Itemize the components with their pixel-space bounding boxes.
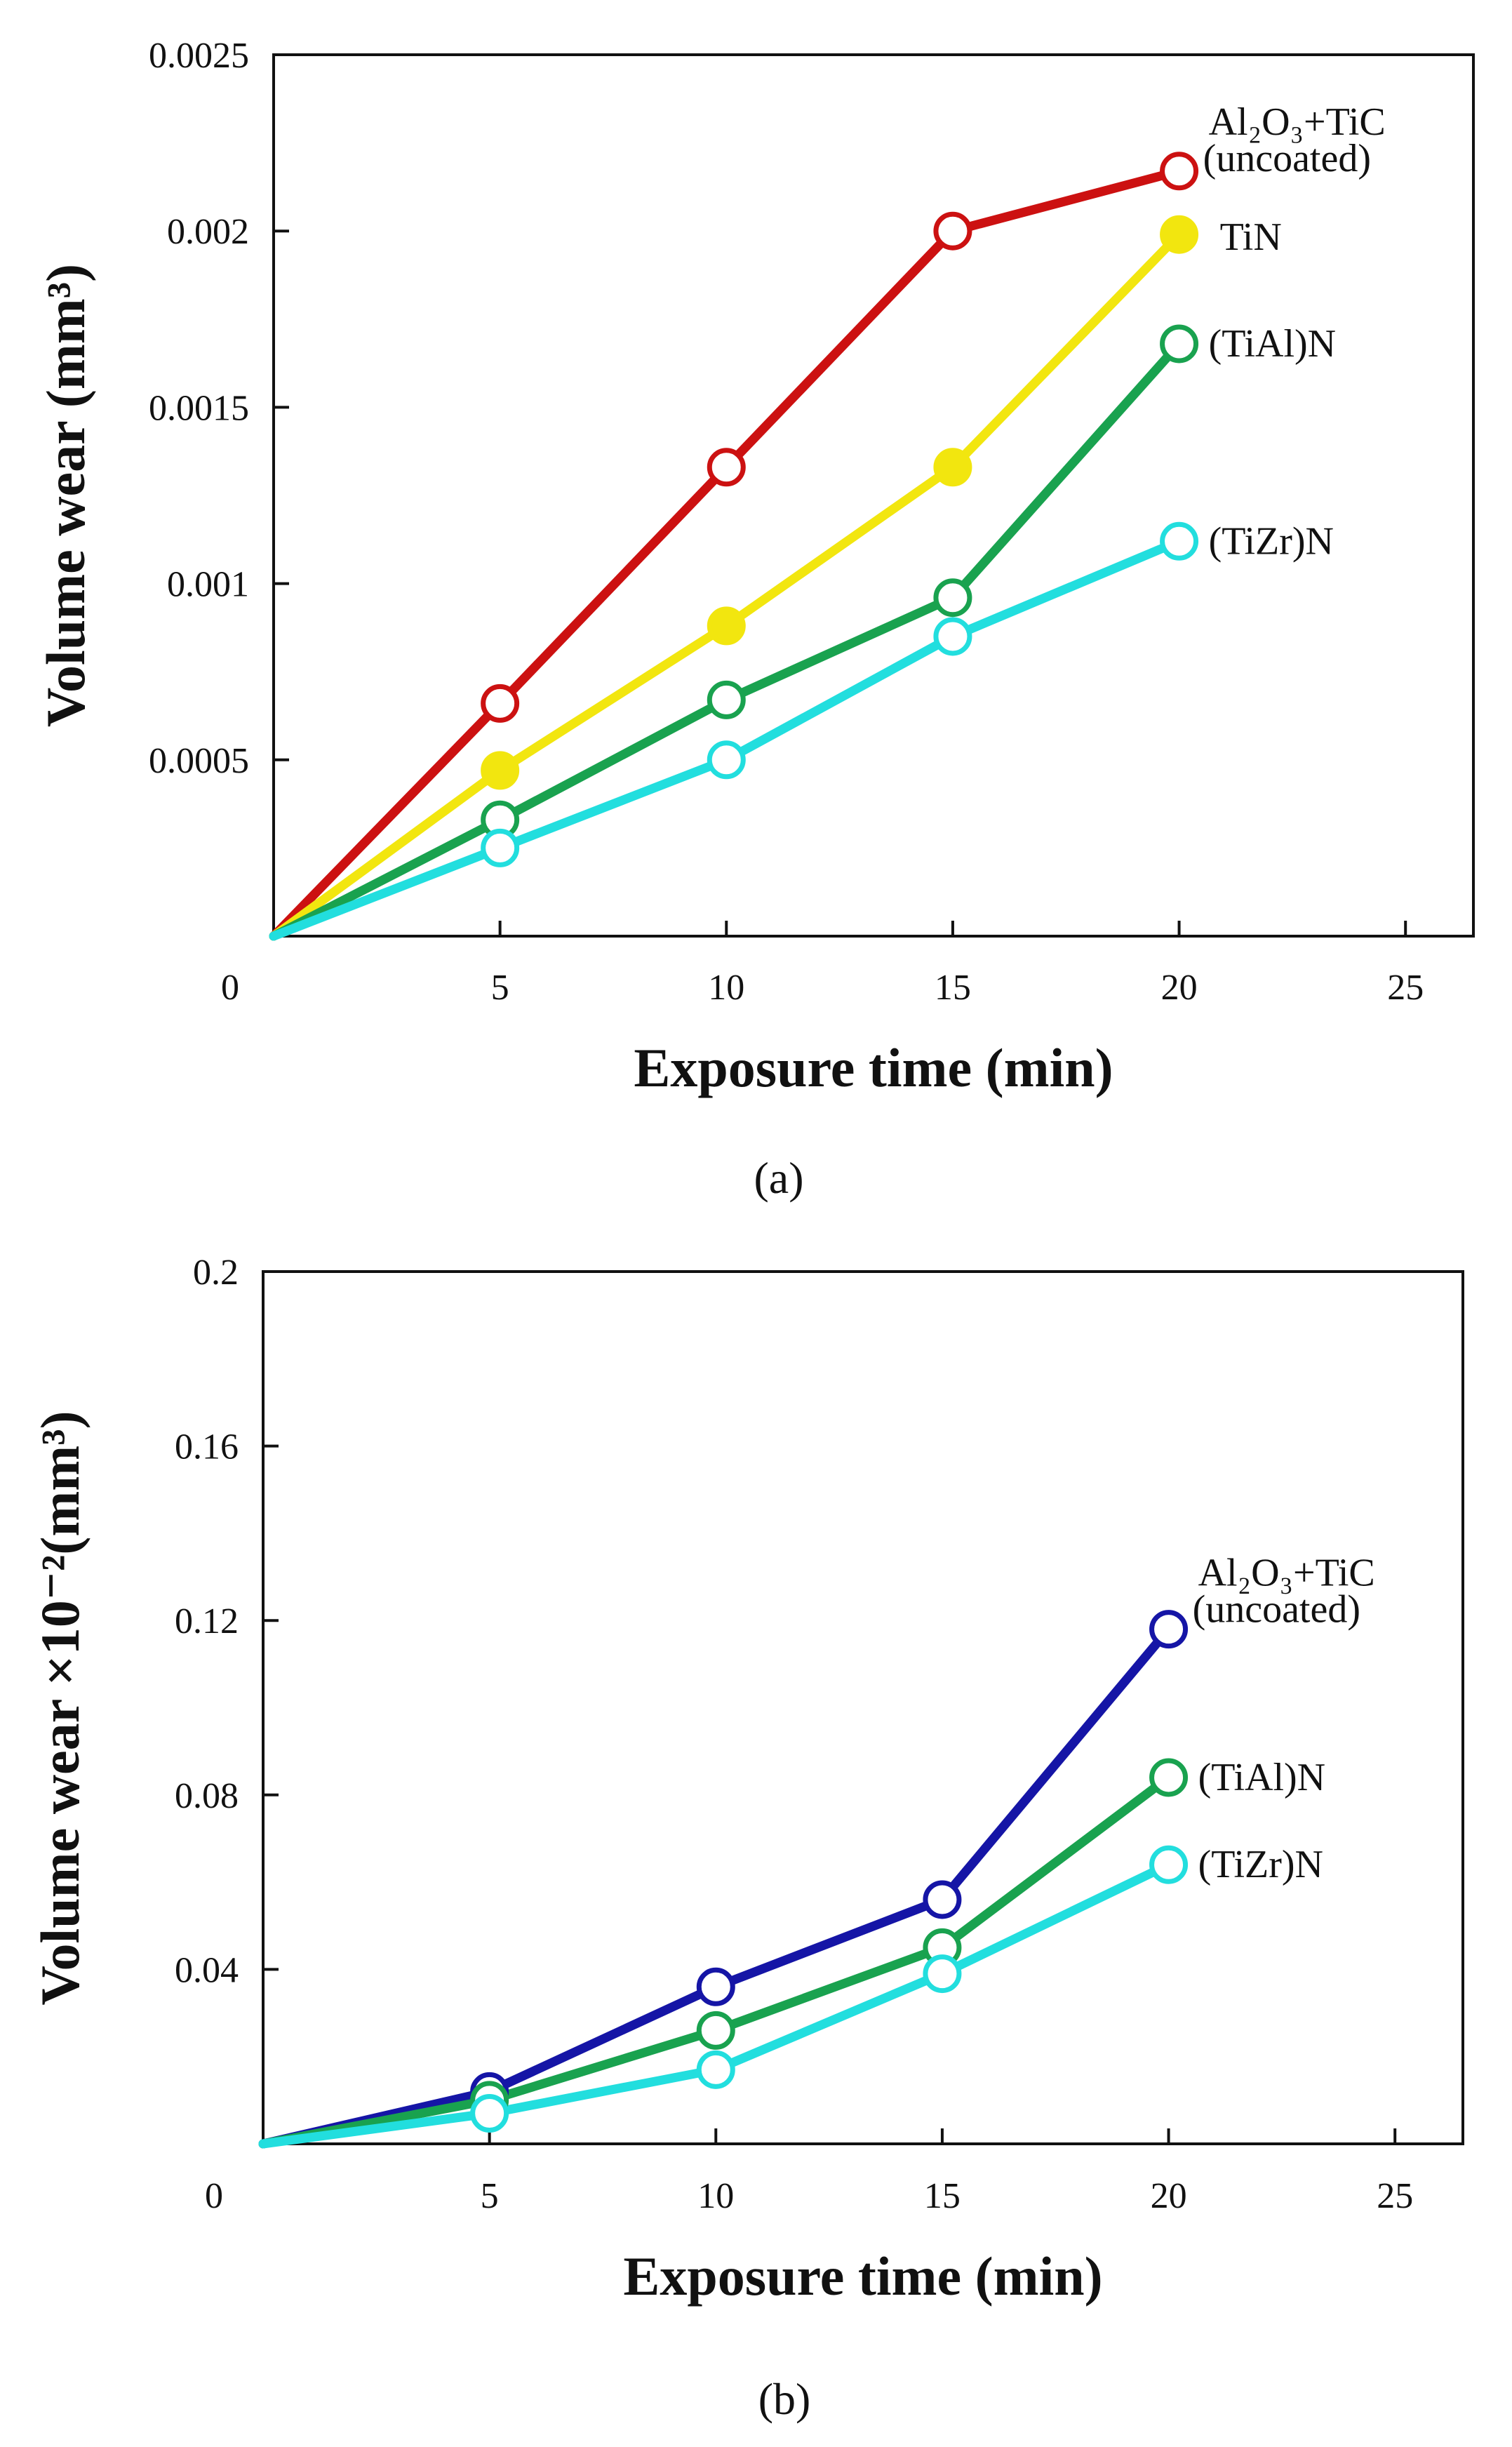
data-point (696, 1967, 735, 2006)
series-label: (TiAl)N (1209, 322, 1337, 366)
data-point (1149, 1758, 1189, 1797)
series-line (269, 536, 1184, 941)
series-markers-a (481, 152, 1199, 867)
series-label-subtitle: (uncoated) (1193, 1588, 1360, 1632)
y-tick-label: 0.2 (193, 1253, 239, 1293)
data-point (696, 2050, 735, 2089)
y-tick-label: 0.0025 (149, 36, 249, 76)
x-axis-title-a: Exposure time (min) (634, 1037, 1113, 1098)
y-tick-label: 0.001 (167, 565, 249, 605)
data-point (1160, 521, 1199, 561)
x-tick-label: 10 (708, 968, 744, 1008)
y-axis-title-a: Volume wear (mm³) (35, 264, 96, 727)
axis-ticks-a: 5 10 15 20 25 0.0005 0.001 0.0015 0.002 0.0025 0 (149, 36, 1424, 1008)
series-markers-b (470, 1610, 1189, 2133)
x-tick-label: 5 (481, 2176, 499, 2216)
series-label: (TiZr)N (1198, 1843, 1323, 1886)
series-label: TiN (1220, 215, 1282, 259)
data-point (933, 211, 972, 251)
x-tick-label: 15 (924, 2176, 961, 2216)
y-tick-label: 0.08 (175, 1776, 239, 1816)
series-label-subtitle: (uncoated) (1203, 137, 1371, 180)
y-axis-title-b: Volume wear ×10⁻²(mm³) (29, 1411, 91, 2005)
data-point (481, 751, 520, 790)
series-labels-b: Al₂O₃+TiC(uncoated) (TiAl)N (TiZr)N (1193, 1552, 1375, 1887)
data-point (1149, 1610, 1189, 1649)
panel-label-b: (b) (758, 2374, 811, 2424)
panel-label-a: (a) (754, 1153, 803, 1203)
series-labels-a: Al₂O₃+TiC(uncoated) TiN (TiAl)N (TiZr)N (1203, 100, 1386, 564)
plot-frame-a (272, 53, 1475, 938)
x-tick-label: 15 (935, 968, 971, 1008)
x-tick-label: 25 (1387, 968, 1424, 1008)
data-point (923, 1954, 962, 1994)
data-point (923, 1880, 962, 1919)
data-point (696, 2011, 735, 2050)
data-point (1160, 215, 1199, 254)
data-point (707, 740, 746, 780)
y-tick-label: 0.0015 (149, 388, 249, 428)
panel-b: 5 10 15 20 250.040.080.120.160.20 Al₂O₃+TiC(… (29, 1253, 1464, 2424)
y-tick-label: 0.002 (167, 212, 249, 252)
x-tick-label: 20 (1151, 2176, 1187, 2216)
data-point (470, 2093, 509, 2133)
y-tick-label: 0.12 (175, 1601, 239, 1641)
x-axis-title-b: Exposure time (min) (623, 2246, 1102, 2307)
x-tick-label: 25 (1377, 2176, 1413, 2216)
data-point (707, 448, 746, 487)
data-point (1149, 1845, 1189, 1884)
series-label: Al₂O₃+TiC (1209, 100, 1386, 144)
series-label: Al₂O₃+TiC (1198, 1552, 1375, 1595)
panel-a: 5 10 15 20 25 0.0005 0.001 0.0015 0.002 0.0025 0 A… (35, 36, 1475, 1203)
data-point (707, 680, 746, 719)
series-label: (TiZr)N (1209, 519, 1334, 563)
data-point (1160, 152, 1199, 191)
axis-ticks-b: 5 10 15 20 25 0.04 0.08 0.12 0.16 0.2 0 (175, 1253, 1413, 2216)
series-label: (TiAl)N (1198, 1756, 1326, 1799)
data-point (1160, 324, 1199, 364)
y-tick-label: 0.04 (175, 1950, 239, 1990)
series-lines-a (269, 166, 1184, 941)
data-point (707, 606, 746, 646)
x-tick-label: 20 (1161, 968, 1198, 1008)
x-tick-label: 5 (491, 968, 509, 1008)
y-tick-label: 0.16 (175, 1427, 239, 1467)
plot-frame-b (262, 1270, 1464, 2145)
origin-label: 0 (205, 2176, 223, 2216)
origin-label: 0 (221, 968, 239, 1008)
data-point (481, 828, 520, 867)
series-line (269, 166, 1184, 941)
x-tick-label: 10 (697, 2176, 734, 2216)
data-point (481, 684, 520, 723)
data-point (933, 617, 972, 656)
series-line (269, 229, 1184, 941)
data-point (933, 578, 972, 618)
y-tick-label: 0.0005 (149, 741, 249, 781)
data-point (933, 448, 972, 487)
